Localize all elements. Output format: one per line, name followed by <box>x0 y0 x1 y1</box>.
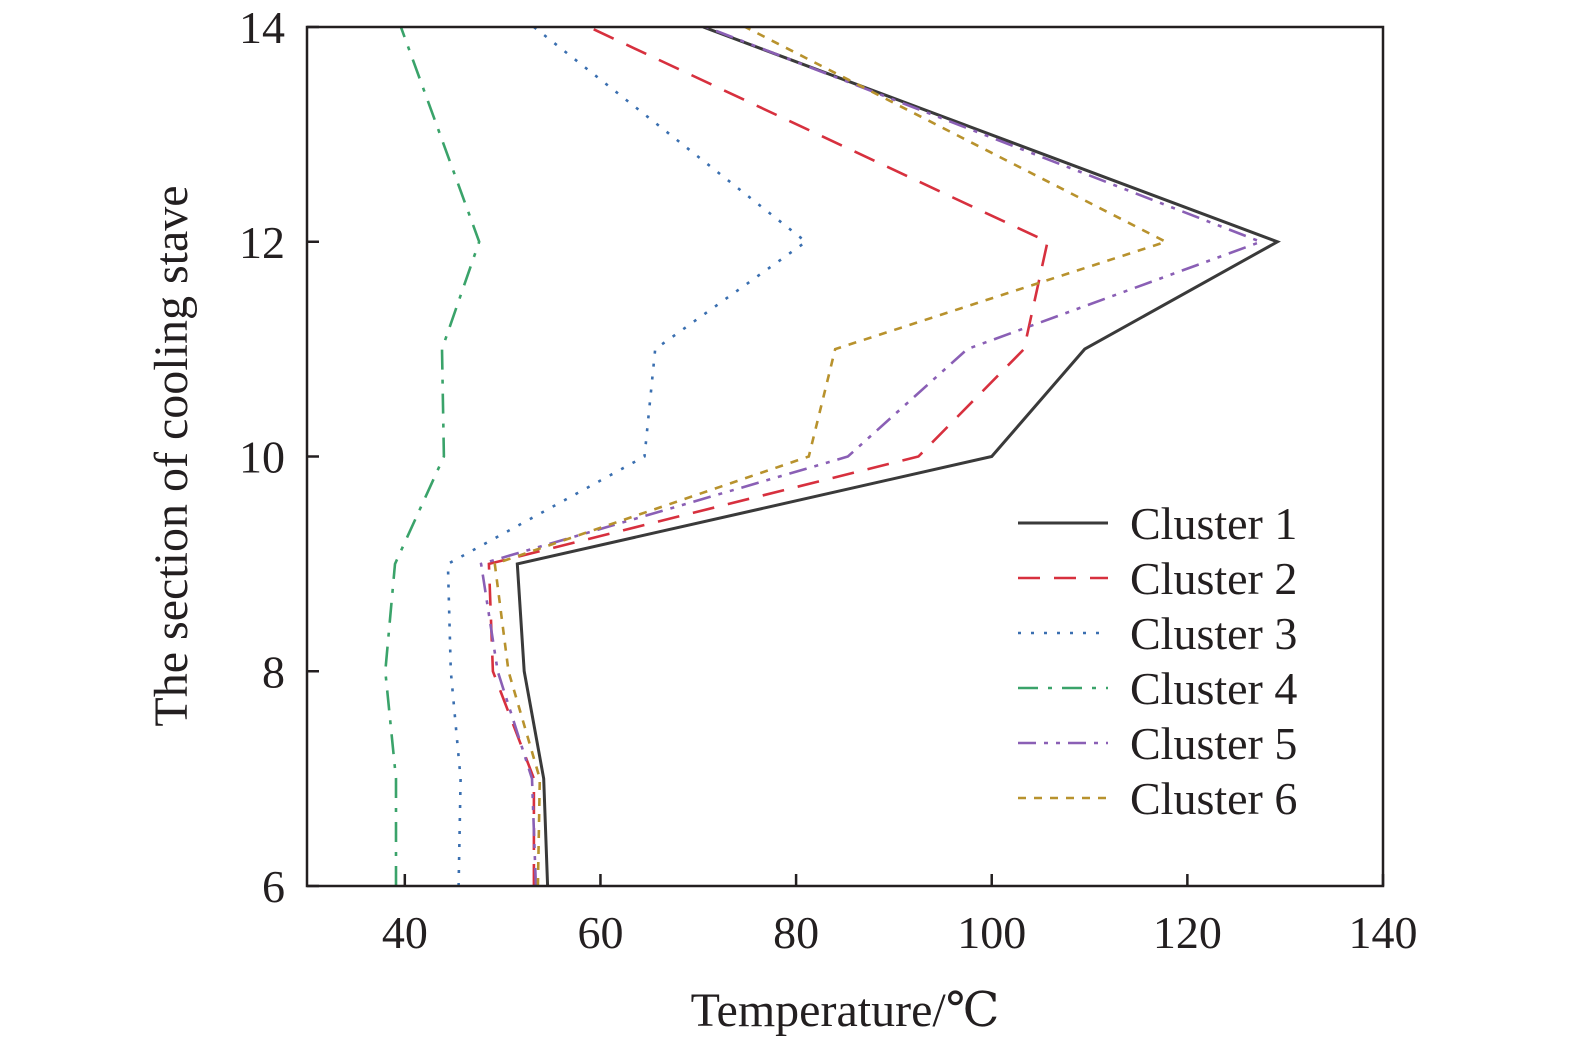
series-line-cluster-5 <box>479 27 1265 886</box>
y-tick-label: 6 <box>262 861 285 912</box>
legend-label-cluster-6: Cluster 6 <box>1130 773 1297 824</box>
y-axis-title: The section of cooling stave <box>145 185 198 726</box>
legend-label-cluster-3: Cluster 3 <box>1130 608 1297 659</box>
legend-label-cluster-2: Cluster 2 <box>1130 553 1297 604</box>
x-axis-title: Temperature/℃ <box>691 984 1000 1037</box>
x-tick-label: 120 <box>1153 907 1222 958</box>
x-tick-label: 100 <box>957 907 1026 958</box>
y-axis: 6 8 10 12 14 <box>239 2 319 912</box>
y-tick-label: 10 <box>239 432 285 483</box>
series-line-cluster-4 <box>383 27 481 886</box>
y-tick-label: 14 <box>239 2 285 53</box>
y-tick-label: 8 <box>262 646 285 697</box>
x-tick-label: 60 <box>577 907 623 958</box>
series-line-cluster-1 <box>515 27 1281 886</box>
x-axis: 40 60 80 100 120 140 <box>382 874 1418 958</box>
legend-label-cluster-5: Cluster 5 <box>1130 718 1297 769</box>
x-tick-label: 140 <box>1349 907 1418 958</box>
x-tick-label: 40 <box>382 907 428 958</box>
x-tick-label: 80 <box>773 907 819 958</box>
series-layer <box>383 27 1281 886</box>
series-line-cluster-2 <box>487 27 1049 886</box>
legend-label-cluster-1: Cluster 1 <box>1130 498 1297 549</box>
series-line-cluster-3 <box>446 27 809 886</box>
plot-area <box>383 27 1281 886</box>
legend-label-cluster-4: Cluster 4 <box>1130 663 1297 714</box>
y-tick-label: 12 <box>239 217 285 268</box>
series-line-cluster-6 <box>493 27 1170 886</box>
